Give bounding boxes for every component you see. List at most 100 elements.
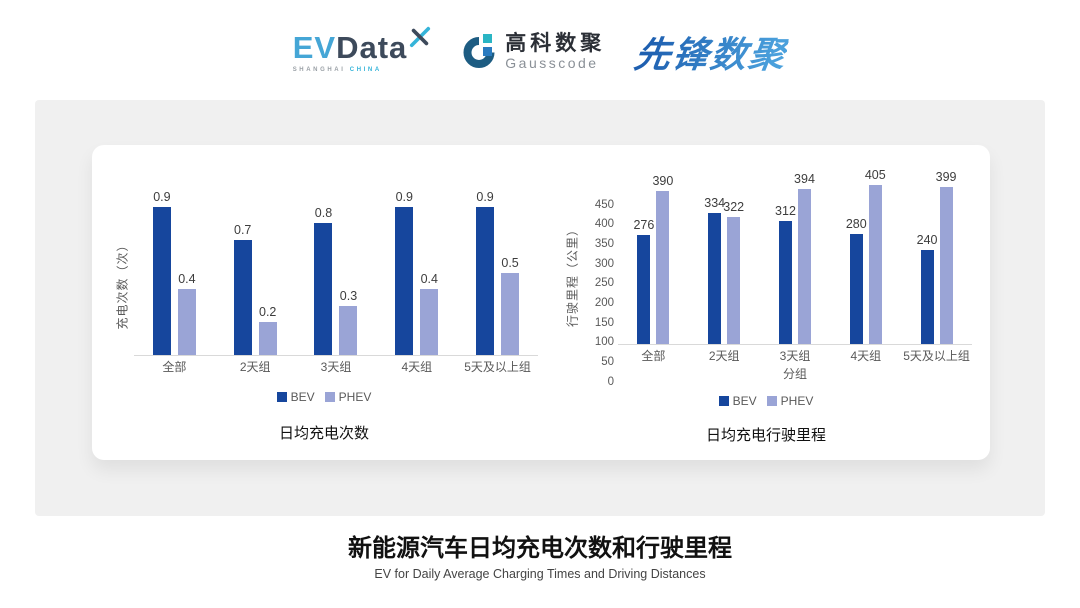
y-axis-label: 充电次数（次） — [110, 191, 134, 376]
bar-value-label: 0.5 — [501, 255, 519, 270]
x-category-label: 2天组 — [708, 348, 740, 363]
evdata-ev-text: EV — [292, 29, 337, 65]
y-axis-label-text: 行驶里程（公里） — [565, 222, 580, 328]
bar-phev-wrap: 0.2 — [258, 305, 277, 355]
bar-phev-wrap: 0.4 — [420, 272, 439, 355]
bar-value-label: 240 — [916, 232, 938, 247]
x-category-label: 5天及以上组 — [903, 348, 970, 363]
evdata-shanghai-text: SHANGHAI — [292, 66, 346, 73]
bar-value-label: 405 — [864, 167, 886, 182]
bar-bev — [314, 223, 333, 355]
chart-panel: 充电次数（次） 0.9 0.4 0.7 0.2 0.8 0.3 0.9 0.4 0.9 0.5 全… — [35, 100, 1045, 516]
bar-value-label: 312 — [775, 204, 796, 219]
x-axis-label: 分组 — [782, 367, 807, 381]
y-tick-label: 0 — [607, 375, 614, 388]
bar-value-label: 0.8 — [314, 206, 333, 220]
chart-card: 充电次数（次） 0.9 0.4 0.7 0.2 0.8 0.3 0.9 0.4 0.9 0.5 全… — [92, 145, 990, 460]
chart-legend: BEV PHEV — [560, 394, 972, 408]
bar-bev-wrap: 280 — [846, 217, 867, 344]
plot-area: 276 390 334 322 312 394 280 405 240 399 — [618, 168, 972, 345]
y-axis-label: 行驶里程（公里） — [560, 168, 584, 382]
plot-area: 0.9 0.4 0.7 0.2 0.8 0.3 0.9 0.4 0.9 0.5 — [134, 190, 538, 356]
bar-phev — [501, 272, 520, 355]
bar-bev-wrap: 0.9 — [395, 190, 414, 355]
bar-bev-wrap: 0.8 — [314, 206, 333, 355]
y-tick-label: 450 — [594, 198, 614, 211]
bar-value-label: 322 — [723, 200, 745, 215]
bar-bev-wrap: 312 — [775, 204, 796, 344]
bar-value-label: 0.4 — [420, 272, 438, 286]
legend-swatch-bev — [718, 396, 729, 406]
legend-item-phev: PHEV — [324, 390, 372, 404]
chart-daily-charging-times: 充电次数（次） 0.9 0.4 0.7 0.2 0.8 0.3 0.9 0.4 0.9 0.5 全… — [110, 190, 538, 443]
bar-value-label: 399 — [935, 170, 957, 185]
gausscode-logo: 高科数聚 Gausscode — [461, 32, 605, 72]
bar-value-label: 0.2 — [258, 305, 277, 319]
bar-bev — [849, 233, 863, 344]
y-axis-label-text: 充电次数（次） — [115, 237, 130, 330]
bar-phev-wrap: 322 — [723, 200, 744, 344]
bar-phev-wrap: 405 — [865, 168, 886, 344]
bar-phev — [339, 305, 358, 355]
y-tick-label: 200 — [594, 296, 614, 309]
evdata-data-text: Data — [336, 29, 408, 65]
bar-bev — [233, 239, 252, 355]
x-category-label: 全部 — [641, 348, 666, 363]
bar-group: 0.7 0.2 — [215, 223, 296, 355]
bar-phev — [727, 217, 741, 344]
legend-item-bev: BEV — [276, 390, 315, 404]
x-category-row: 全部 2天组 3天组 4天组 5天及以上组 — [134, 356, 538, 376]
bar-group: 0.9 0.5 — [457, 190, 538, 355]
bar-group: 0.9 0.4 — [376, 190, 457, 355]
legend-label: PHEV — [338, 390, 372, 404]
bar-bev-wrap: 0.7 — [233, 223, 252, 355]
x-category-label: 3天组 — [320, 359, 352, 374]
bar-phev — [656, 190, 670, 344]
bar-group: 0.9 0.4 — [134, 190, 215, 355]
bar-value-label: 276 — [633, 218, 655, 233]
bar-value-label: 0.9 — [395, 189, 413, 204]
bar-value-label: 0.4 — [178, 272, 196, 286]
bar-phev-wrap: 0.4 — [177, 272, 196, 355]
bar-bev-wrap: 276 — [633, 218, 654, 344]
chart-title: 日均充电次数 — [278, 425, 369, 442]
bar-bev-wrap: 334 — [704, 196, 725, 344]
bar-bev-wrap: 240 — [917, 233, 938, 344]
bar-bev — [395, 206, 414, 355]
gausscode-cn-text: 高科数聚 — [505, 31, 606, 55]
bar-value-label: 0.3 — [339, 288, 358, 303]
x-category-label: 4天组 — [850, 348, 882, 363]
y-tick-label: 250 — [594, 277, 614, 290]
bar-group: 334 322 — [689, 196, 760, 344]
bar-group: 312 394 — [760, 172, 831, 344]
logo-header: EV Data SHANGHAI CHINA 高科数聚 Gausscode 先锋数… — [0, 22, 1080, 82]
legend-label: BEV — [732, 394, 757, 408]
evdata-wordmark: EV Data — [292, 26, 432, 65]
x-category-label: 4天组 — [401, 359, 433, 374]
x-category-label: 全部 — [162, 359, 187, 374]
chart-title: 日均充电行驶里程 — [705, 427, 826, 444]
legend-item-bev: BEV — [718, 394, 757, 408]
bar-phev — [258, 322, 277, 355]
y-tick-label: 400 — [594, 218, 614, 231]
x-category-label: 2天组 — [239, 359, 271, 374]
y-tick-label: 100 — [594, 336, 614, 349]
bar-phev — [939, 187, 953, 344]
y-axis-ticks: 0 50 100 150 200 250 300 350 400 450 — [584, 168, 614, 387]
legend-swatch-phev — [324, 392, 335, 402]
bar-value-label: 0.7 — [233, 222, 252, 237]
evdata-x-icon — [410, 26, 431, 47]
gausscode-icon — [463, 34, 495, 68]
bar-phev-wrap: 399 — [936, 170, 957, 344]
bar-bev — [920, 249, 934, 344]
bar-value-label: 0.9 — [153, 189, 171, 204]
x-category-label: 3天组 — [779, 348, 811, 363]
bar-phev-wrap: 394 — [794, 172, 815, 344]
x-category-row: 全部 2天组 3天组 4天组 5天及以上组 — [618, 345, 972, 365]
gausscode-text: 高科数聚 Gausscode — [505, 31, 606, 71]
y-tick-label: 350 — [594, 237, 614, 250]
bar-bev-wrap: 0.9 — [476, 190, 495, 355]
bar-phev-wrap: 0.5 — [501, 256, 520, 355]
bar-bev — [637, 235, 651, 344]
legend-item-phev: PHEV — [766, 394, 813, 408]
